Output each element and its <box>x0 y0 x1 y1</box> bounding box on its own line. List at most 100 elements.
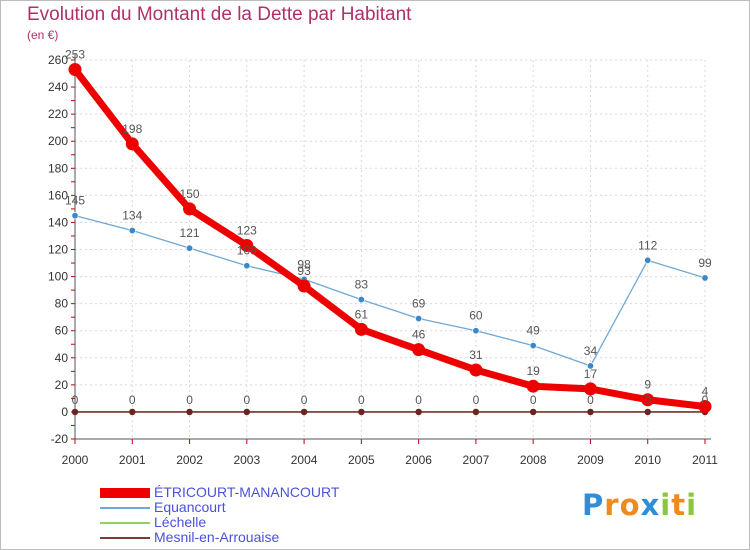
y-tick-label: 120 <box>48 243 68 257</box>
series-line-1 <box>74 215 706 367</box>
data-label-series-3: 0 <box>644 393 651 407</box>
data-label-series-3: 0 <box>530 393 537 407</box>
data-point-series-0 <box>297 279 311 293</box>
legend-item-lechelle[interactable]: Léchelle <box>100 514 380 531</box>
data-label-series-3: 0 <box>358 393 365 407</box>
data-label-series-1: 145 <box>65 194 85 208</box>
data-label-series-1: 134 <box>122 209 142 223</box>
legend-swatch-lechelle <box>100 522 150 524</box>
data-point-series-0 <box>240 238 254 252</box>
data-point-series-1 <box>586 362 594 370</box>
chart-title: Evolution du Montant de la Dette par Hab… <box>27 4 412 25</box>
data-label-series-3: 0 <box>243 393 250 407</box>
legend-item-mesnil[interactable]: Mesnil-en-Arrouaise <box>100 529 380 546</box>
x-tick-label: 2000 <box>62 453 89 467</box>
legend-item-etricourt[interactable]: ÉTRICOURT-MANANCOURT <box>100 484 380 501</box>
data-label-series-0: 17 <box>584 367 598 381</box>
logo-letter: i <box>660 488 672 522</box>
legend-label-etricourt: ÉTRICOURT-MANANCOURT <box>154 484 340 500</box>
data-point-series-0 <box>526 379 540 393</box>
data-point-series-3 <box>129 408 136 416</box>
data-point-series-3 <box>644 408 651 416</box>
data-point-series-1 <box>472 327 480 335</box>
data-point-series-1 <box>701 274 709 282</box>
x-tick-label: 2001 <box>119 453 146 467</box>
series-line-0 <box>71 65 709 411</box>
data-point-series-1 <box>357 296 365 304</box>
legend-swatch-mesnil <box>100 537 150 539</box>
y-tick-label: 40 <box>55 351 69 365</box>
data-label-series-0: 61 <box>355 307 369 321</box>
x-tick-label: 2003 <box>233 453 260 467</box>
data-point-series-0 <box>412 343 426 357</box>
logo-letter: o <box>619 488 641 522</box>
data-point-series-1 <box>71 212 79 220</box>
x-tick-label: 2010 <box>634 453 661 467</box>
data-label-series-1: 121 <box>180 226 200 240</box>
data-label-series-1: 60 <box>469 309 483 323</box>
data-label-series-3: 0 <box>301 393 308 407</box>
data-label-series-0: 4 <box>702 385 709 399</box>
data-point-series-3 <box>71 408 79 416</box>
y-tick-label: 80 <box>55 297 69 311</box>
data-label-series-0: 31 <box>469 348 483 362</box>
data-label-series-1: 99 <box>698 256 712 270</box>
y-tick-label: -20 <box>51 432 69 446</box>
data-label-series-1: 98 <box>297 257 311 271</box>
y-tick-label: 20 <box>55 378 69 392</box>
legend-label-lechelle: Léchelle <box>154 514 207 530</box>
data-point-series-3 <box>186 408 193 416</box>
data-point-series-3 <box>415 408 422 416</box>
y-tick-label: 240 <box>48 80 68 94</box>
data-point-series-3 <box>243 408 251 416</box>
data-label-series-0: 198 <box>122 122 142 136</box>
legend-swatch-etricourt <box>100 488 150 498</box>
data-label-series-3: 0 <box>415 393 422 407</box>
logo-letter: x <box>640 488 661 522</box>
data-point-series-1 <box>243 262 251 270</box>
data-point-series-0 <box>354 322 368 336</box>
data-label-series-1: 112 <box>638 238 657 252</box>
x-tick-label: 2007 <box>463 453 490 467</box>
data-label-series-0: 150 <box>180 187 200 201</box>
data-point-series-0 <box>68 62 82 76</box>
chart-subtitle: (en €) <box>27 28 59 42</box>
data-label-series-0: 253 <box>65 47 85 61</box>
data-point-series-3 <box>587 408 594 416</box>
data-point-series-3 <box>300 408 308 416</box>
x-tick-label: 2008 <box>520 453 547 467</box>
x-tick-label: 2005 <box>348 453 375 467</box>
y-tick-label: 100 <box>48 270 68 284</box>
data-label-series-3: 0 <box>129 393 136 407</box>
data-point-series-0 <box>641 393 655 407</box>
y-tick-label: 140 <box>48 215 68 229</box>
data-labels: 253 198 150 123 93 61 46 31 19 17 9 4 145 134 121 108 98… <box>65 47 712 406</box>
x-tick-label: 2002 <box>176 453 203 467</box>
data-point-series-0 <box>125 137 139 151</box>
x-tick-label: 2004 <box>291 453 318 467</box>
data-point-series-0 <box>698 400 712 414</box>
data-label-series-0: 123 <box>237 223 257 237</box>
logo-letter: i <box>686 488 698 522</box>
logo-letter: t <box>671 488 687 522</box>
data-label-series-0: 46 <box>412 328 426 342</box>
data-point-series-3 <box>529 408 537 416</box>
data-point-series-3 <box>358 408 365 416</box>
proxiti-logo: Proxiti <box>582 488 697 522</box>
data-label-series-0: 93 <box>297 264 311 278</box>
legend-swatch-equancourt <box>100 507 150 509</box>
legend-label-equancourt: Equancourt <box>154 499 226 515</box>
data-point-series-0 <box>183 202 197 216</box>
data-label-series-1: 49 <box>527 324 541 338</box>
data-label-series-1: 83 <box>355 278 369 292</box>
data-label-series-1: 108 <box>237 244 257 258</box>
x-tick-label: 2006 <box>405 453 432 467</box>
legend-item-equancourt[interactable]: Equancourt <box>100 499 380 516</box>
logo-letter: P <box>582 488 605 522</box>
data-label-series-3: 0 <box>473 393 480 407</box>
data-label-series-0: 19 <box>527 364 541 378</box>
data-point-series-0 <box>469 363 483 377</box>
data-label-series-3: 0 <box>72 393 79 407</box>
